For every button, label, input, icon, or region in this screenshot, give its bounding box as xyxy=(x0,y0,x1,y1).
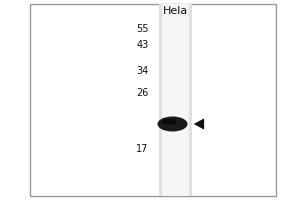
Ellipse shape xyxy=(162,119,177,125)
Text: 26: 26 xyxy=(136,88,148,98)
Text: 55: 55 xyxy=(136,24,148,34)
Text: 43: 43 xyxy=(136,40,148,50)
Bar xyxy=(162,4,189,196)
Polygon shape xyxy=(194,118,204,130)
Bar xyxy=(159,4,192,196)
Ellipse shape xyxy=(158,116,188,132)
Text: 17: 17 xyxy=(136,144,148,154)
Bar xyxy=(30,4,276,196)
Text: Hela: Hela xyxy=(163,6,188,16)
Text: 34: 34 xyxy=(136,66,148,76)
